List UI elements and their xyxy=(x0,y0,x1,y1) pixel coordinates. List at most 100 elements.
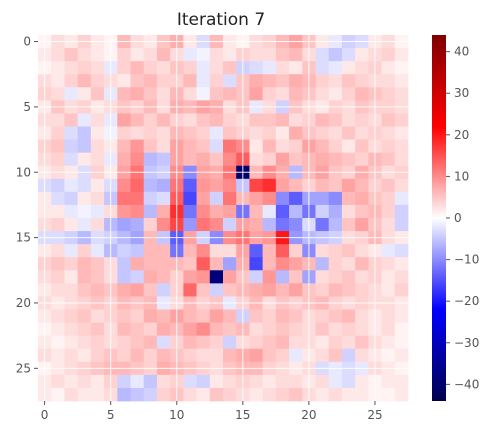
heatmap-cell xyxy=(196,113,211,127)
heatmap-cell xyxy=(249,113,264,127)
heatmap-cell xyxy=(143,126,158,140)
heatmap-cell xyxy=(130,126,145,140)
heatmap-cell xyxy=(51,191,65,206)
heatmap-cell xyxy=(315,61,330,75)
heatmap-cell xyxy=(209,74,224,88)
heatmap-cell xyxy=(341,74,356,88)
heatmap-cell xyxy=(394,191,409,206)
heatmap-cell xyxy=(328,387,343,402)
heatmap-cell xyxy=(51,87,65,101)
heatmap-cell xyxy=(130,374,145,389)
heatmap-cell xyxy=(381,178,396,193)
heatmap-cell xyxy=(262,61,277,75)
heatmap-cell xyxy=(249,374,264,389)
heatmap-cell xyxy=(289,335,303,350)
heatmap-cell xyxy=(130,322,145,337)
heatmap-cell xyxy=(64,374,79,389)
heatmap-cell xyxy=(355,139,369,154)
heatmap-cell xyxy=(341,218,356,232)
heatmap-cell xyxy=(209,87,224,101)
heatmap-cell xyxy=(156,48,171,62)
heatmap-cell xyxy=(130,87,145,101)
heatmap-cell xyxy=(341,61,356,75)
heatmap-cell xyxy=(223,126,237,140)
heatmap-cell xyxy=(341,204,356,219)
heatmap-cell xyxy=(223,178,237,193)
heatmap-cell xyxy=(209,374,224,389)
heatmap-cell xyxy=(249,139,264,154)
heatmap-cell xyxy=(156,387,171,402)
heatmap-cell xyxy=(90,126,105,140)
heatmap-cell xyxy=(51,61,65,75)
heatmap-cell xyxy=(143,113,158,127)
heatmap-cell xyxy=(341,348,356,363)
colorbar-tick-label: −30 xyxy=(454,336,479,350)
heatmap-cell xyxy=(64,191,79,206)
heatmap-cell xyxy=(143,309,158,323)
heatmap-cell xyxy=(77,191,92,206)
heatmap-cell xyxy=(223,74,237,88)
heatmap-cell xyxy=(355,244,369,258)
heatmap-cell xyxy=(51,74,65,88)
heatmap-cell xyxy=(156,74,171,88)
heatmap-cell xyxy=(143,218,158,232)
heatmap-cell xyxy=(117,244,131,258)
heatmap-cell xyxy=(249,87,264,101)
heatmap-cell xyxy=(394,244,409,258)
heatmap-cell xyxy=(381,218,396,232)
y-tick-label: 5 xyxy=(23,100,31,114)
heatmap-cell xyxy=(156,270,171,284)
heatmap-cell xyxy=(381,74,396,88)
heatmap-cell xyxy=(275,387,290,402)
heatmap-cell xyxy=(394,335,409,350)
heatmap-cell xyxy=(381,270,396,284)
heatmap-cell xyxy=(394,374,409,389)
heatmap-cell xyxy=(394,152,409,167)
heatmap-cell xyxy=(289,309,303,323)
x-tick-label: 5 xyxy=(107,408,115,422)
heatmap-cell xyxy=(262,152,277,167)
heatmap-cell xyxy=(196,335,211,350)
heatmap-cell xyxy=(156,191,171,206)
heatmap-cell xyxy=(130,61,145,75)
heatmap-cell xyxy=(196,74,211,88)
colorbar-tick-label: −20 xyxy=(454,294,479,308)
heatmap-cell xyxy=(209,257,224,271)
heatmap-cell xyxy=(394,309,409,323)
heatmap-cell xyxy=(209,204,224,219)
heatmap-cell xyxy=(381,283,396,297)
heatmap-cell xyxy=(275,270,290,284)
heatmap-cell xyxy=(77,113,92,127)
heatmap-cell xyxy=(394,87,409,101)
heatmap-cell xyxy=(289,283,303,297)
heatmap-cell xyxy=(355,152,369,167)
heatmap-cell xyxy=(90,191,105,206)
heatmap-cell xyxy=(355,191,369,206)
heatmap-cell xyxy=(77,61,92,75)
heatmap-cell xyxy=(328,87,343,101)
heatmap-cell xyxy=(130,48,145,62)
heatmap-cell xyxy=(90,270,105,284)
heatmap-cell xyxy=(143,191,158,206)
heatmap-cell xyxy=(262,374,277,389)
colorbar-tick-label: −40 xyxy=(454,377,479,391)
heatmap-cell xyxy=(328,244,343,258)
heatmap-cell xyxy=(143,152,158,167)
heatmap-cell xyxy=(381,309,396,323)
heatmap-cell xyxy=(117,191,131,206)
heatmap-cell xyxy=(341,270,356,284)
heatmap-cell xyxy=(117,322,131,337)
colorbar-tick-label: 0 xyxy=(454,211,462,225)
heatmap-cell xyxy=(130,74,145,88)
heatmap-cell xyxy=(223,387,237,402)
heatmap-cell xyxy=(209,48,224,62)
heatmap-cell xyxy=(183,191,197,206)
heatmap-cell xyxy=(275,335,290,350)
heatmap-cell xyxy=(77,309,92,323)
heatmap-cell xyxy=(183,270,197,284)
heatmap-cell xyxy=(77,178,92,193)
heatmap-cell xyxy=(143,139,158,154)
heatmap-cell xyxy=(51,387,65,402)
heatmap-cell xyxy=(117,87,131,101)
heatmap-cell xyxy=(183,283,197,297)
